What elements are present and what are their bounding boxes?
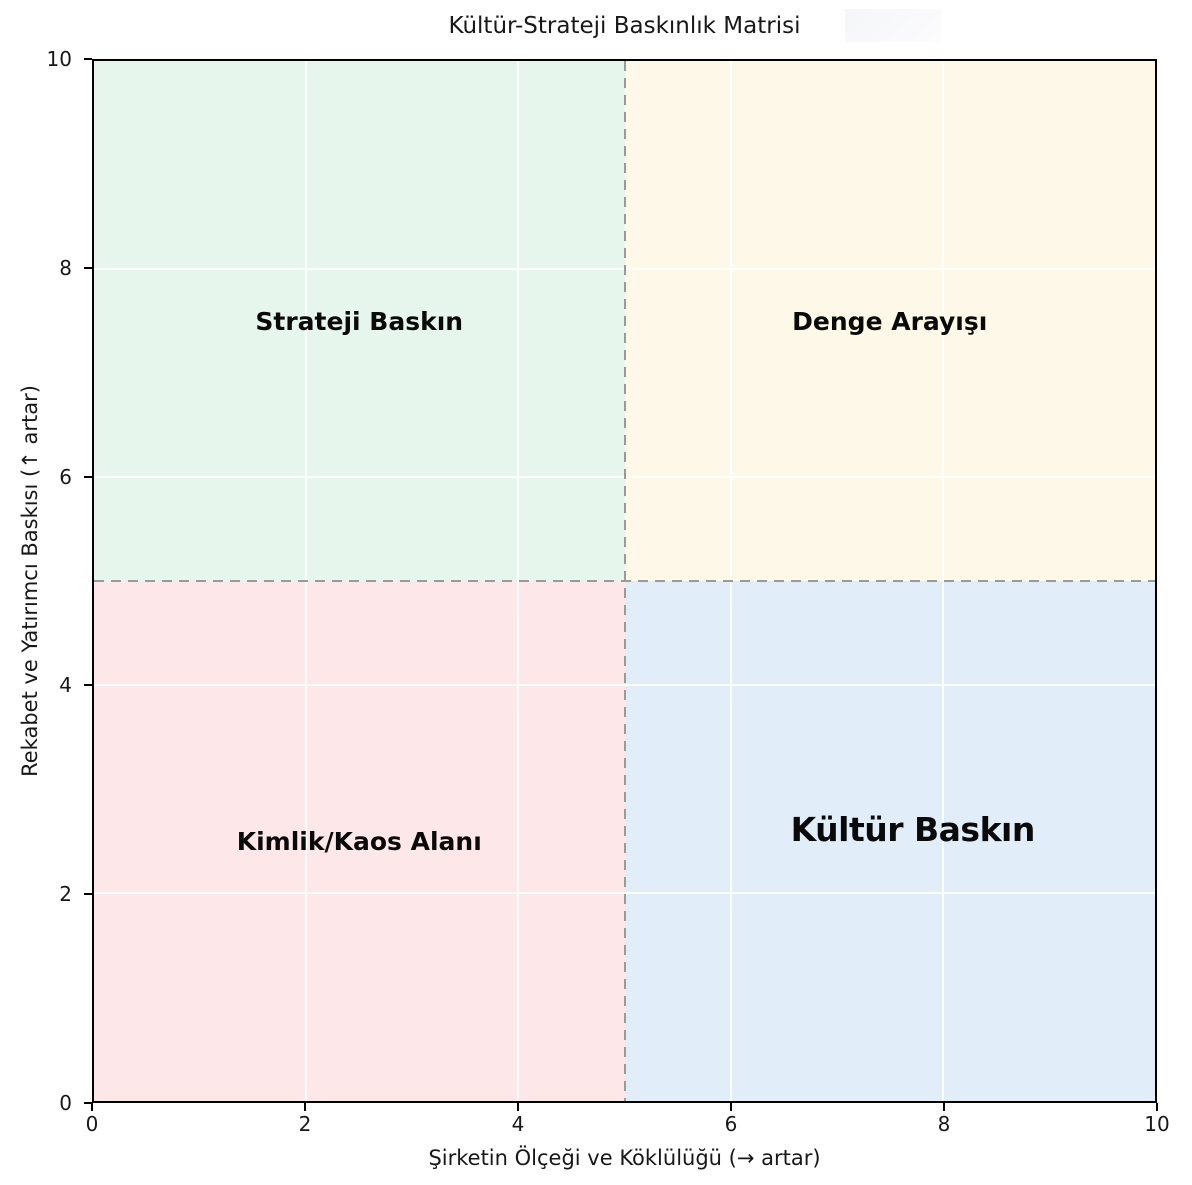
y-tick-mark	[84, 684, 92, 687]
title-artifact	[845, 9, 941, 42]
x-axis-tick-labels: 0 2 4 6 8 10	[86, 1112, 1170, 1138]
x-tick-label: 8	[937, 1112, 951, 1136]
y-tick-label: 8	[59, 255, 72, 280]
quadrant-label-strateji-baskin: Strateji Baskın	[255, 306, 464, 336]
x-tick-mark	[304, 1103, 306, 1111]
x-tick-label: 0	[85, 1112, 99, 1136]
y-tick-mark	[84, 1102, 92, 1104]
x-tick-mark	[1156, 1103, 1158, 1111]
x-tick-mark	[730, 1103, 732, 1111]
y-tick-mark	[84, 58, 92, 60]
x-tick-label: 2	[298, 1112, 312, 1136]
quadrant-bottom-left: Kimlik/Kaos Alanı	[94, 581, 625, 1101]
x-tick-label: 6	[724, 1112, 738, 1136]
x-tick-mark	[943, 1103, 945, 1111]
x-axis-label: Şirketin Ölçeği ve Köklülüğü (→ artar)	[428, 1146, 821, 1170]
x-tick-mark	[517, 1103, 519, 1111]
quadrant-top-right: Denge Arayışı	[624, 61, 1155, 581]
y-tick-label: 0	[59, 1091, 72, 1115]
divider-horizontal-dashed	[94, 580, 1155, 582]
y-axis-tick-marks	[84, 58, 92, 1104]
quadrant-label-kimlik-kaos-alani: Kimlik/Kaos Alanı	[236, 826, 482, 856]
chart-title: Kültür-Strateji Baskınlık Matrisi	[448, 13, 801, 39]
y-axis-tick-labels: 0 2 4 6 8 10	[0, 47, 82, 1115]
x-tick-label: 4	[511, 1112, 525, 1136]
y-tick-label: 4	[59, 673, 72, 698]
y-tick-label: 2	[59, 882, 72, 907]
y-tick-label: 10	[46, 47, 72, 71]
y-tick-mark	[84, 266, 92, 269]
quadrant-label-denge-arayisi: Denge Arayışı	[792, 306, 988, 336]
x-tick-mark	[91, 1103, 93, 1111]
x-axis-tick-marks	[91, 1103, 1158, 1111]
quadrant-top-left: Strateji Baskın	[94, 61, 625, 581]
y-tick-mark	[84, 893, 92, 896]
quadrant-bottom-right: Kültür Baskın	[624, 581, 1155, 1101]
y-tick-label: 6	[59, 464, 72, 489]
quadrant-label-kultur-baskin: Kültür Baskın	[790, 809, 1036, 849]
y-tick-mark	[84, 475, 92, 478]
plot-area: Strateji Baskın Denge Arayışı Kimlik/Kao…	[92, 59, 1157, 1103]
x-tick-label: 10	[1144, 1112, 1170, 1136]
